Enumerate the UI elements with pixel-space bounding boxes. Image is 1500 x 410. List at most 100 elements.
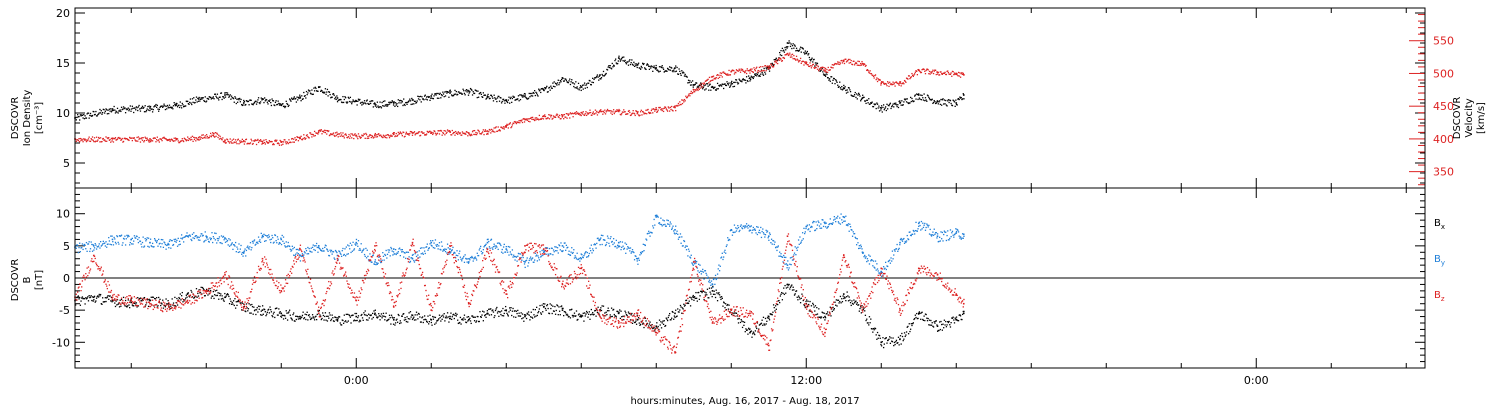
by-sample [510, 253, 512, 255]
bx-sample [187, 292, 190, 294]
density-sample [548, 86, 551, 89]
density-sample [346, 102, 348, 104]
velocity-sample [359, 136, 361, 138]
by-sample [677, 238, 680, 240]
density-sample [923, 93, 925, 95]
by-sample [199, 235, 202, 237]
by-point [280, 238, 283, 241]
velocity-sample [526, 119, 528, 121]
bx-sample [111, 301, 113, 303]
velocity-sample [937, 71, 939, 74]
bx-sample [395, 319, 397, 321]
velocity-sample [600, 109, 602, 111]
by-sample [197, 239, 200, 241]
bottom-left-tick-label: -10 [52, 336, 70, 349]
by-sample [891, 260, 893, 262]
by-sample [232, 244, 235, 246]
velocity-sample [114, 138, 116, 140]
by-sample [531, 257, 534, 259]
velocity-sample [394, 135, 397, 137]
density-sample [510, 96, 512, 98]
density-sample [924, 97, 927, 99]
velocity-sample [831, 66, 833, 69]
velocity-sample [676, 104, 678, 107]
bx-sample [129, 300, 131, 302]
velocity-sample [402, 131, 404, 133]
density-sample [81, 114, 83, 116]
bx-sample [369, 314, 372, 317]
by-sample [243, 250, 246, 252]
by-sample [558, 244, 560, 246]
by-sample [627, 247, 630, 249]
by-sample [442, 248, 445, 251]
density-sample [765, 67, 767, 69]
velocity-sample [948, 73, 950, 75]
by-sample [920, 229, 922, 231]
density-sample [790, 43, 792, 45]
density-sample [949, 99, 952, 102]
by-sample [261, 237, 263, 239]
by-sample [221, 242, 223, 245]
bx-sample [273, 311, 275, 314]
velocity-sample [305, 137, 307, 140]
density-sample [911, 97, 913, 100]
by-sample [591, 252, 593, 254]
by-sample [498, 242, 501, 245]
by-sample [298, 249, 300, 251]
by-sample [365, 257, 368, 259]
density-sample [793, 47, 795, 49]
bx-sample [391, 316, 393, 318]
by-sample [513, 255, 516, 258]
by-sample [452, 246, 454, 249]
by-sample [228, 238, 230, 240]
velocity-sample [627, 110, 630, 113]
by-sample [947, 230, 949, 232]
density-sample [732, 85, 734, 88]
by-sample [847, 224, 849, 227]
by-sample [463, 255, 465, 258]
velocity-sample [565, 113, 568, 115]
bx-sample [282, 314, 284, 317]
by-sample [92, 244, 94, 246]
by-sample [625, 243, 628, 245]
density-sample [79, 114, 82, 116]
by-sample [893, 254, 895, 256]
density-sample [290, 100, 292, 102]
velocity-sample [524, 119, 526, 121]
by-sample [545, 253, 547, 255]
density-sample [196, 101, 198, 103]
bx-sample [491, 310, 493, 312]
density-sample [131, 108, 133, 110]
by-sample [206, 236, 208, 238]
density-sample [112, 109, 115, 111]
by-sample [448, 251, 451, 253]
bx-sample [341, 319, 343, 321]
by-sample [797, 239, 800, 241]
by-sample [139, 240, 141, 242]
density-sample [567, 81, 569, 84]
density-sample [103, 108, 105, 111]
velocity-sample [737, 70, 740, 72]
density-sample [410, 103, 412, 106]
velocity-sample [902, 82, 904, 84]
by-sample [755, 232, 757, 234]
velocity-sample [148, 141, 150, 143]
by-sample [811, 226, 813, 228]
velocity-sample [228, 142, 231, 144]
velocity-sample [489, 129, 491, 131]
density-sample [472, 91, 474, 93]
velocity-sample [407, 133, 409, 135]
velocity-sample [186, 139, 188, 141]
by-sample [157, 245, 159, 247]
by-sample [683, 240, 686, 243]
density-sample [574, 87, 576, 89]
by-sample [507, 251, 509, 253]
velocity-sample [390, 135, 393, 137]
density-sample [127, 107, 129, 109]
velocity-sample [851, 63, 853, 65]
velocity-sample [958, 75, 960, 77]
by-sample [954, 233, 956, 235]
by-sample [474, 256, 476, 258]
density-sample [377, 105, 379, 107]
by-sample [245, 249, 248, 252]
